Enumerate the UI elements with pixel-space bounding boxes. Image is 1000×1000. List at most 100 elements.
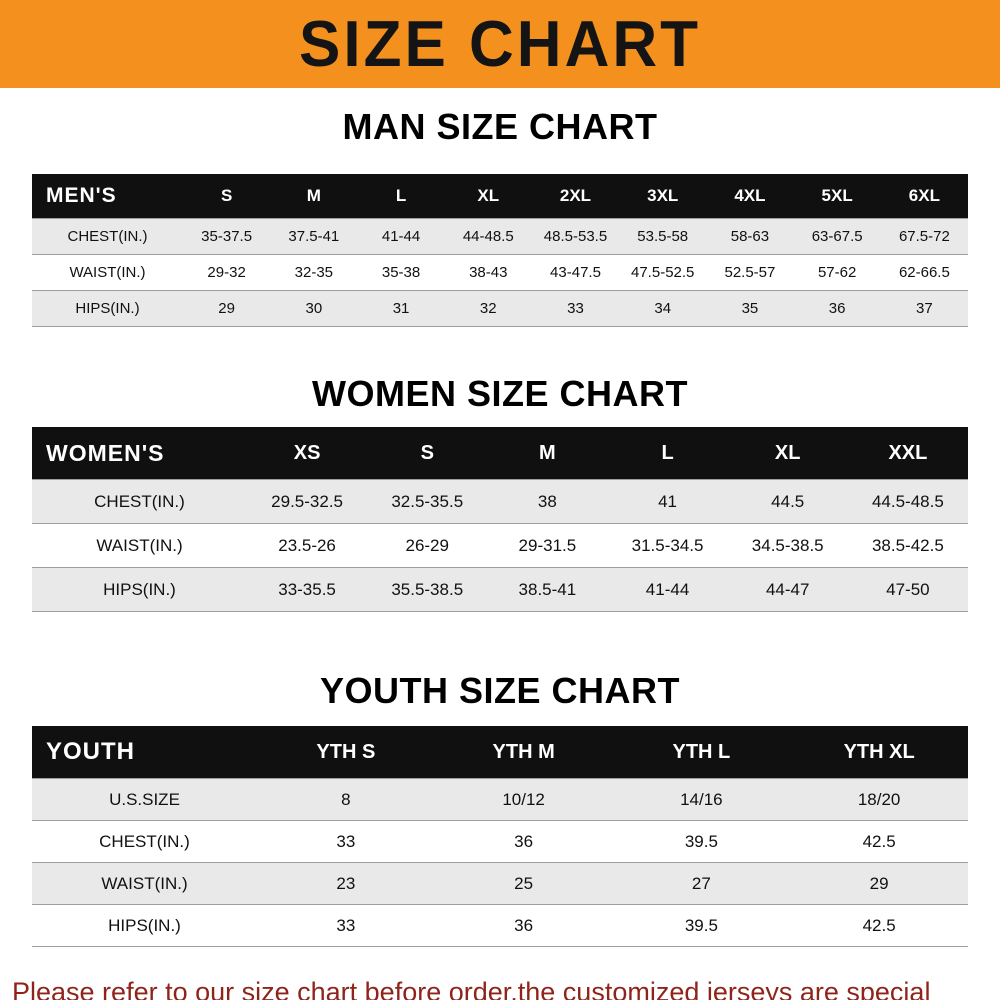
- row-label: WAIST(IN.): [32, 523, 247, 568]
- size-value: 35-37.5: [183, 218, 271, 255]
- size-value: 36: [434, 904, 613, 947]
- size-column-header: M: [487, 427, 608, 480]
- size-column-header: XL: [444, 174, 532, 219]
- table-row: WAIST(IN.) 23 25 27 29: [32, 862, 968, 905]
- size-value: 29: [790, 862, 968, 905]
- size-value: 38.5-41: [487, 567, 608, 612]
- size-value: 29: [183, 290, 271, 327]
- row-label: CHEST(IN.): [32, 218, 183, 255]
- size-value: 39.5: [612, 820, 791, 863]
- size-value: 47.5-52.5: [619, 254, 707, 291]
- table-header-row: WOMEN'S XS S M L XL XXL: [32, 427, 968, 480]
- size-value: 36: [793, 290, 881, 327]
- size-value: 8: [257, 778, 435, 821]
- section-men: MAN SIZE CHART MEN'S S M L XL 2XL 3XL 4XL 5XL 6XL…: [0, 106, 1000, 327]
- table-corner-label: MEN'S: [32, 174, 183, 219]
- size-column-header: L: [607, 427, 728, 480]
- row-label: HIPS(IN.): [32, 904, 257, 947]
- size-value: 39.5: [612, 904, 791, 947]
- size-value: 38: [487, 479, 608, 524]
- row-label: CHEST(IN.): [32, 479, 247, 524]
- men-section-heading: MAN SIZE CHART: [342, 106, 658, 147]
- banner-title: SIZE CHART: [299, 7, 701, 81]
- size-value: 33: [257, 820, 435, 863]
- size-value: 33-35.5: [247, 567, 368, 612]
- size-value: 44.5-48.5: [847, 479, 968, 524]
- table-row: CHEST(IN.) 33 36 39.5 42.5: [32, 820, 968, 863]
- row-label: WAIST(IN.): [32, 862, 257, 905]
- size-value: 18/20: [790, 778, 968, 821]
- size-value: 34.5-38.5: [727, 523, 848, 568]
- size-value: 32.5-35.5: [367, 479, 488, 524]
- size-value: 44.5: [727, 479, 848, 524]
- size-column-header: YTH L: [612, 726, 791, 779]
- size-value: 33: [257, 904, 435, 947]
- size-column-header: L: [357, 174, 445, 219]
- size-value: 47-50: [847, 567, 968, 612]
- size-value: 30: [270, 290, 358, 327]
- size-column-header: S: [183, 174, 271, 219]
- row-label: U.S.SIZE: [32, 778, 257, 821]
- size-column-header: YTH M: [434, 726, 613, 779]
- size-column-header: 3XL: [619, 174, 707, 219]
- size-column-header: XS: [247, 427, 368, 480]
- size-value: 38.5-42.5: [847, 523, 968, 568]
- men-size-table: MEN'S S M L XL 2XL 3XL 4XL 5XL 6XL CHEST(IN.) 35-37…: [32, 174, 968, 327]
- size-value: 35: [706, 290, 794, 327]
- size-value: 57-62: [793, 254, 881, 291]
- size-value: 35-38: [357, 254, 445, 291]
- size-value: 62-66.5: [880, 254, 968, 291]
- size-value: 29-32: [183, 254, 271, 291]
- size-value: 29-31.5: [487, 523, 608, 568]
- table-row: U.S.SIZE 8 10/12 14/16 18/20: [32, 778, 968, 821]
- women-section-heading: WOMEN SIZE CHART: [312, 373, 688, 414]
- size-value: 14/16: [612, 778, 791, 821]
- size-value: 41-44: [607, 567, 728, 612]
- size-column-header: S: [367, 427, 488, 480]
- size-value: 41-44: [357, 218, 445, 255]
- size-column-header: 2XL: [531, 174, 620, 219]
- size-value: 23.5-26: [247, 523, 368, 568]
- size-value: 63-67.5: [793, 218, 881, 255]
- size-value: 67.5-72: [880, 218, 968, 255]
- disclaimer-line-1: Please refer to our size chart before or…: [12, 977, 931, 1000]
- size-value: 48.5-53.5: [531, 218, 620, 255]
- size-column-header: YTH S: [257, 726, 435, 779]
- row-label: CHEST(IN.): [32, 820, 257, 863]
- size-value: 32: [444, 290, 532, 327]
- row-label: HIPS(IN.): [32, 290, 183, 327]
- table-row: HIPS(IN.) 29 30 31 32 33 34 35 36 37: [32, 290, 968, 327]
- youth-size-table: YOUTH YTH S YTH M YTH L YTH XL U.S.SIZE 8 10/12…: [32, 726, 968, 947]
- size-value: 41: [607, 479, 728, 524]
- table-row: WAIST(IN.) 29-32 32-35 35-38 38-43 43-47.5 47.…: [32, 254, 968, 291]
- size-value: 29.5-32.5: [247, 479, 368, 524]
- women-size-table: WOMEN'S XS S M L XL XXL CHEST(IN.) 29.5-32.5 32.5…: [32, 427, 968, 612]
- banner: SIZE CHART: [0, 0, 1000, 88]
- disclaimer: Please refer to our size chart before or…: [12, 975, 988, 1000]
- size-value: 44-48.5: [444, 218, 532, 255]
- table-row: HIPS(IN.) 33 36 39.5 42.5: [32, 904, 968, 947]
- size-column-header: XL: [727, 427, 848, 480]
- section-women: WOMEN SIZE CHART WOMEN'S XS S M L XL XXL CHEST(…: [0, 373, 1000, 612]
- size-value: 38-43: [444, 254, 532, 291]
- size-column-header: 4XL: [706, 174, 794, 219]
- size-value: 42.5: [790, 820, 968, 863]
- size-value: 31: [357, 290, 445, 327]
- size-value: 42.5: [790, 904, 968, 947]
- size-value: 27: [612, 862, 791, 905]
- table-row: WAIST(IN.) 23.5-26 26-29 29-31.5 31.5-34.5 34…: [32, 523, 968, 568]
- size-value: 44-47: [727, 567, 848, 612]
- size-value: 53.5-58: [619, 218, 707, 255]
- table-header-row: YOUTH YTH S YTH M YTH L YTH XL: [32, 726, 968, 779]
- table-row: CHEST(IN.) 29.5-32.5 32.5-35.5 38 41 44.5 44.5…: [32, 479, 968, 524]
- table-header-row: MEN'S S M L XL 2XL 3XL 4XL 5XL 6XL: [32, 174, 968, 219]
- table-corner-label: YOUTH: [32, 726, 257, 779]
- row-label: HIPS(IN.): [32, 567, 247, 612]
- size-column-header: XXL: [847, 427, 968, 480]
- size-value: 26-29: [367, 523, 488, 568]
- size-column-header: M: [270, 174, 358, 219]
- size-value: 36: [434, 820, 613, 863]
- size-value: 52.5-57: [706, 254, 794, 291]
- size-value: 34: [619, 290, 707, 327]
- table-row: HIPS(IN.) 33-35.5 35.5-38.5 38.5-41 41-44 44-…: [32, 567, 968, 612]
